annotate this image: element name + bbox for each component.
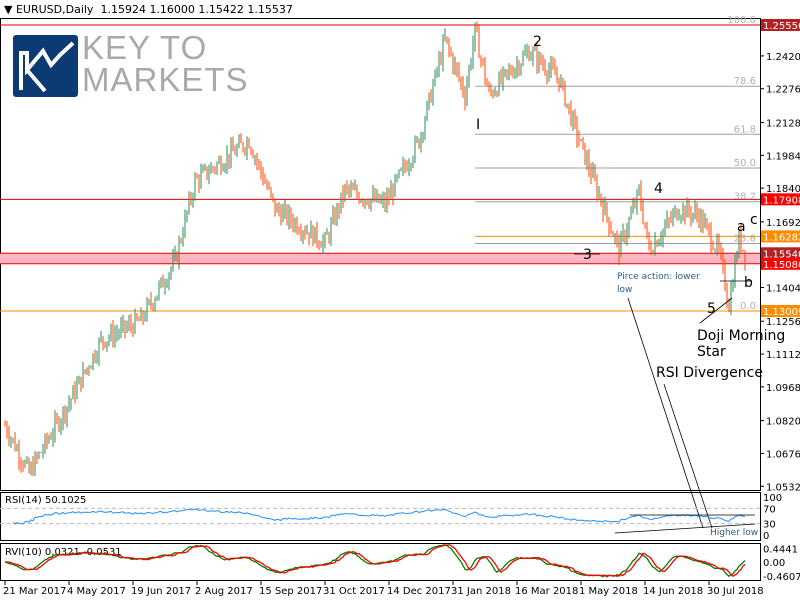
y-tick-label: 1.14040	[766, 283, 800, 294]
price-label-bg	[761, 257, 800, 270]
chart-header: ▼ EURUSD,Daily 1.15924 1.16000 1.15422 1…	[4, 3, 293, 16]
rsi-panel-border	[0, 492, 761, 541]
trendline	[663, 383, 713, 529]
annotation-w3: 3	[583, 247, 592, 263]
rvi-panel-border	[0, 543, 761, 581]
rvi-axis-label: -0.4607	[763, 572, 800, 583]
price-label: 1.15080	[763, 260, 800, 271]
x-tick-label: 21 Mar 2017	[3, 586, 66, 597]
x-tick-label: 15 Sep 2017	[259, 586, 322, 597]
y-tick-label: 1.24200	[766, 52, 800, 63]
price-label-bg	[761, 305, 800, 317]
y-tick-label: 1.19840	[766, 151, 800, 162]
x-tick-label: 31 Jan 2018	[451, 586, 511, 597]
higher-low-label: Higher low	[710, 528, 758, 538]
x-tick-label: 14 Dec 2017	[387, 586, 451, 597]
price-label: 1.25556	[763, 21, 800, 32]
y-tick-label: 1.22760	[766, 85, 800, 96]
annotation-doji1: Doji Morning	[697, 328, 785, 344]
price-label: 1.13009	[763, 307, 800, 318]
y-tick-label: 1.18400	[766, 184, 800, 195]
price-label-bg	[761, 193, 800, 206]
y-tick-label: 1.11120	[766, 350, 800, 361]
logo-line2: MARKETS	[82, 61, 249, 98]
x-tick-label: 19 Jun 2017	[131, 586, 191, 597]
rsi-axis-label: 70	[763, 504, 776, 515]
annotation-c: c	[750, 212, 758, 228]
y-tick-label: 1.06760	[766, 449, 800, 460]
fib-level-label: 78.6	[734, 76, 756, 87]
annotation-a: a	[737, 219, 746, 235]
key-to-markets-logo-icon	[13, 35, 78, 101]
ohlc-values: 1.15924 1.16000 1.15422 1.15537	[100, 3, 293, 16]
x-tick-label: 31 Oct 2017	[323, 586, 385, 597]
rsi-trendline	[614, 523, 756, 534]
rsi-axis-label: 30	[763, 520, 776, 531]
x-tick-label: 30 Jul 2018	[707, 586, 764, 597]
annotation-b: b	[744, 275, 753, 291]
price-label-bg	[761, 19, 800, 31]
y-tick-label: 1.12560	[766, 317, 800, 328]
fib-level-label: 100.0	[727, 15, 756, 26]
annotation-w5: 5	[707, 301, 716, 317]
rsi-axis-label: 100	[763, 493, 782, 504]
x-tick-label: 14 Jun 2018	[643, 586, 703, 597]
price-label-bg	[761, 247, 800, 260]
annotation-w1: I	[476, 117, 480, 133]
fib-level-label: 23.6	[734, 234, 756, 245]
annotation-price_action2: low	[617, 285, 632, 295]
price-label-bg	[761, 230, 800, 243]
dropdown-triangle-icon[interactable]: ▼	[4, 3, 13, 16]
logo-text: KEY TO MARKETS	[82, 29, 249, 98]
support-zone-band	[0, 253, 760, 264]
fib-level-label: 0.0	[740, 301, 756, 312]
x-tick-label: 1 May 2018	[579, 586, 638, 597]
rsi-axis-label: 0	[763, 531, 769, 542]
trendline	[627, 297, 704, 529]
x-tick-label: 2 Aug 2017	[195, 586, 253, 597]
y-tick-label: 1.05320	[766, 482, 800, 493]
fib-level-label: 38.2	[734, 192, 756, 203]
trendline	[699, 297, 733, 324]
rvi-axis-label: 0.00	[763, 558, 785, 569]
annotation-w2: 2	[533, 34, 542, 50]
annotation-w4: 4	[654, 181, 663, 197]
rsi-line	[12, 508, 746, 525]
logo-line1: KEY TO	[82, 29, 208, 66]
rvi-signal-line	[5, 544, 746, 578]
annotation-doji2: Star	[697, 344, 726, 360]
price-label: 1.16282	[763, 232, 800, 243]
y-tick-label: 1.08200	[766, 417, 800, 428]
rvi-label: RVI(10) 0.0321 -0.0531	[5, 547, 122, 558]
x-tick-label: 16 Mar 2018	[515, 586, 578, 597]
rvi-axis-label: 0.4441	[763, 545, 798, 556]
rsi-label: RSI(14) 50.1025	[5, 495, 86, 506]
price-label: 1.15540	[763, 249, 800, 260]
fib-level-label: 50.0	[734, 158, 756, 169]
fib-level-label: 61.8	[734, 124, 756, 135]
y-tick-label: 1.21280	[766, 118, 800, 129]
x-tick-label: 4 May 2017	[67, 586, 126, 597]
annotation-price_action: Pirce action: lower	[617, 272, 700, 282]
symbol-label: EURUSD,Daily	[15, 3, 94, 16]
price-label: 1.17908	[763, 195, 800, 206]
annotation-rsi_div: RSI Divergence	[656, 365, 763, 381]
y-tick-label: 1.09680	[766, 383, 800, 394]
y-tick-label: 1.16920	[766, 218, 800, 229]
